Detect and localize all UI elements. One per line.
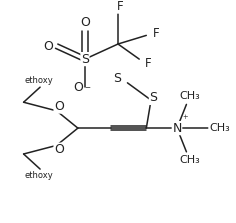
Text: S: S bbox=[81, 53, 89, 66]
Text: O: O bbox=[54, 143, 64, 156]
Text: S: S bbox=[113, 72, 121, 85]
Text: $^{-}$: $^{-}$ bbox=[84, 85, 91, 95]
Text: CH₃: CH₃ bbox=[180, 155, 200, 165]
Text: CH₃: CH₃ bbox=[209, 123, 230, 133]
Text: O: O bbox=[54, 100, 64, 113]
Text: ethoxy: ethoxy bbox=[25, 171, 53, 180]
Text: F: F bbox=[145, 57, 152, 70]
Text: F: F bbox=[117, 0, 124, 13]
Text: O: O bbox=[43, 40, 53, 53]
Text: S: S bbox=[149, 91, 157, 104]
Text: F: F bbox=[152, 27, 159, 40]
Text: N: N bbox=[172, 122, 182, 135]
Text: ethoxy: ethoxy bbox=[25, 76, 53, 85]
Text: O: O bbox=[73, 81, 83, 94]
Text: CH₃: CH₃ bbox=[180, 91, 200, 101]
Text: O: O bbox=[80, 16, 90, 29]
Text: $^{+}$: $^{+}$ bbox=[182, 114, 189, 124]
